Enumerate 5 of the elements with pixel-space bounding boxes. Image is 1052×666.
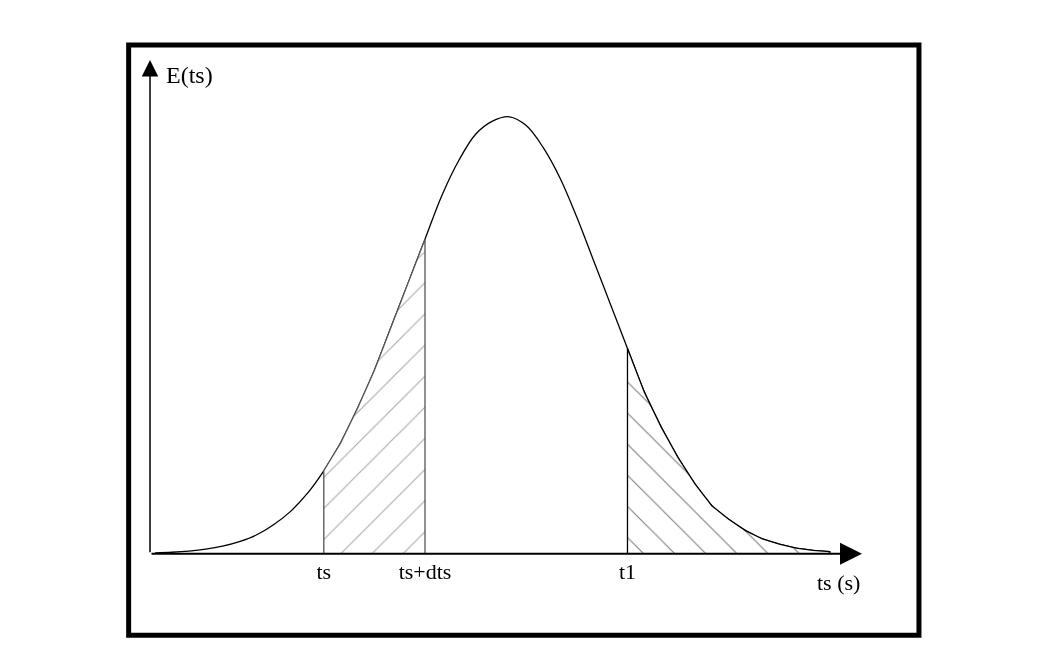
y-axis-title: E(ts) [166,62,213,88]
x-tick-label: ts [316,559,332,584]
x-tick-label: ts+dts [398,559,452,584]
x-axis-title: ts (s) [817,570,861,595]
x-tick-label: t1 [618,559,637,584]
